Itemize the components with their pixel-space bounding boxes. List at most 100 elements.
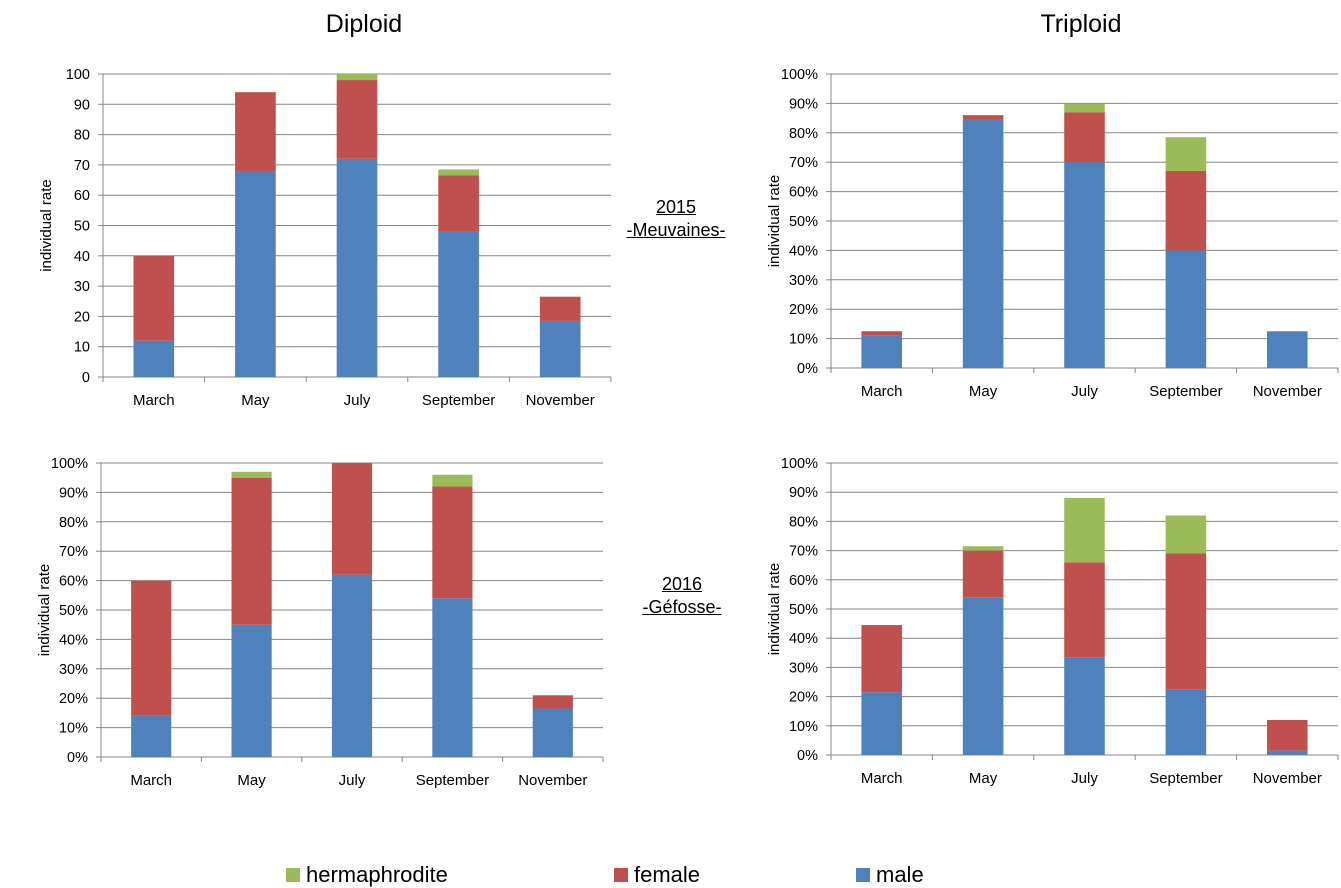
bar-female (1165, 553, 1207, 690)
y-tick-label: 10% (59, 721, 88, 737)
legend-item-hermaphrodite: hermaphrodite (286, 862, 448, 888)
y-tick-label: 80 (74, 128, 90, 144)
bar-male (231, 624, 272, 757)
chart-diploid-2016: 0% 10% 20% 30% 40% 50% 60% 70% 80% 90% 100% individ… (36, 456, 604, 789)
site-location: -Meuvaines- (626, 220, 726, 240)
bar-male (133, 340, 175, 377)
bar-hermaphrodite (336, 74, 378, 81)
y-tick-label: 50 (74, 219, 90, 235)
bar-female (861, 625, 902, 693)
y-tick-label: 30% (59, 662, 88, 678)
x-tick-label: November (1253, 383, 1322, 400)
bar-hermaphrodite (1165, 137, 1207, 172)
chart-diploid-2015: 0 10 20 30 40 50 60 70 80 90 100 individual rate Mar… (38, 67, 612, 409)
legend-label: female (634, 862, 701, 887)
y-tick-label: 10% (789, 719, 818, 735)
bar-female (1165, 171, 1207, 251)
bar-male (331, 574, 373, 757)
bar-female (231, 477, 272, 625)
x-tick-label: May (969, 770, 998, 787)
bar-hermaphrodite (1165, 515, 1207, 554)
bar-hermaphrodite (1064, 103, 1105, 113)
y-tick-label: 60% (59, 574, 88, 590)
x-tick-label: September (422, 392, 495, 409)
bar-male (861, 335, 902, 368)
y-tick-label: 60% (789, 185, 818, 201)
bar-female (331, 463, 373, 575)
x-tick-label: July (1071, 770, 1098, 787)
site-label-2015: 2015 -Meuvaines- (601, 196, 751, 242)
legend-label: male (876, 862, 924, 887)
y-tick-label: 0 (82, 370, 90, 386)
y-tick-label: 50% (59, 603, 88, 619)
x-tick-label: November (518, 772, 587, 789)
bar-male (861, 692, 902, 755)
bar-male (532, 708, 573, 757)
bar-female (131, 580, 172, 716)
y-tick-label: 70 (74, 158, 90, 174)
bar-male (1064, 162, 1105, 368)
y-tick-label: 100% (781, 456, 818, 472)
x-tick-label: March (130, 772, 172, 789)
bar-female (962, 115, 1004, 120)
bar-male (432, 598, 473, 757)
y-tick-label: 40% (789, 631, 818, 647)
y-tick-label: 20 (74, 309, 90, 325)
y-tick-label: 80% (789, 126, 818, 142)
y-tick-label: 60 (74, 188, 90, 204)
y-tick-label: 90% (59, 485, 88, 501)
bar-female (432, 486, 473, 599)
bar-male (962, 119, 1004, 368)
bar-male (1165, 250, 1207, 368)
site-year: 2015 (655, 197, 697, 217)
x-tick-label: September (1149, 383, 1222, 400)
y-tick-label: 100% (781, 67, 818, 83)
x-tick-label: November (526, 392, 595, 409)
y-axis-label: individual rate (766, 563, 783, 656)
bar-female (438, 175, 479, 232)
y-tick-label: 30% (789, 660, 818, 676)
y-tick-label: 30 (74, 279, 90, 295)
y-tick-label: 50% (789, 214, 818, 230)
y-tick-label: 0% (797, 361, 818, 377)
y-tick-label: 30% (789, 273, 818, 289)
bar-male (1267, 331, 1308, 368)
y-tick-label: 100 (66, 67, 90, 83)
y-tick-label: 80% (59, 515, 88, 531)
bar-female (539, 296, 581, 321)
bar-male (235, 170, 276, 377)
y-tick-label: 10% (789, 332, 818, 348)
y-tick-label: 0% (67, 750, 88, 766)
x-tick-label: November (1253, 770, 1322, 787)
legend-item-male: male (856, 862, 924, 888)
x-tick-label: May (969, 383, 998, 400)
x-tick-label: March (861, 383, 903, 400)
bar-female (1064, 562, 1105, 658)
bar-male (1267, 750, 1308, 755)
bar-hermaphrodite (231, 471, 272, 478)
bar-hermaphrodite (432, 474, 473, 487)
bar-female (861, 331, 902, 336)
y-tick-label: 70% (789, 544, 818, 560)
bar-female (1267, 719, 1308, 751)
bar-male (1165, 689, 1207, 755)
diploid-column-title: Diploid (325, 10, 403, 38)
x-tick-label: May (237, 772, 266, 789)
bar-female (532, 695, 573, 709)
bar-female (336, 80, 378, 159)
x-tick-label: July (339, 772, 366, 789)
y-tick-label: 70% (789, 155, 818, 171)
site-location: -Géfosse- (642, 597, 722, 617)
legend-label: hermaphrodite (306, 862, 448, 887)
y-tick-label: 40 (74, 249, 90, 265)
bar-hermaphrodite (962, 546, 1004, 551)
y-tick-label: 90 (74, 97, 90, 113)
bar-female (1064, 112, 1105, 163)
y-axis-label: individual rate (38, 179, 55, 272)
y-tick-label: 70% (59, 544, 88, 560)
x-tick-label: March (133, 392, 175, 409)
bar-male (438, 231, 479, 377)
y-tick-label: 40% (59, 632, 88, 648)
legend-swatch (286, 868, 300, 882)
y-tick-label: 10 (74, 340, 90, 356)
